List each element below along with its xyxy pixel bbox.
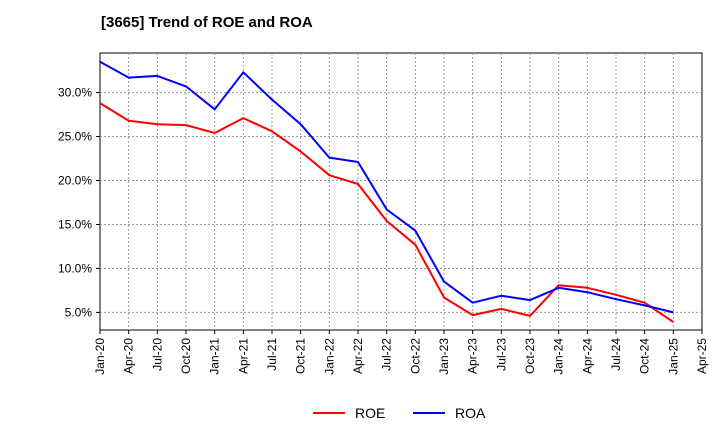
x-tick-label: Jan-25 — [666, 338, 680, 375]
series-line-roa — [99, 60, 674, 314]
plot-border — [99, 52, 703, 331]
x-tick-label: Apr-22 — [351, 338, 365, 374]
x-tick-label: Oct-22 — [408, 338, 422, 374]
x-tick-label: Apr-23 — [466, 338, 480, 374]
y-tick-label: 30.0% — [58, 86, 92, 100]
y-axis-ticks: 5.0% 10.0% 15.0% 20.0% 25.0% 30.0% — [58, 86, 100, 319]
y-tick-label: 10.0% — [58, 261, 92, 275]
series-lines — [99, 60, 674, 323]
x-tick-label: Jul-22 — [380, 338, 394, 371]
x-axis-ticks: Jan-20 Apr-20 Jul-20 Oct-20 Jan-21 Apr-21 Jul-… — [93, 330, 709, 375]
x-tick-label: Oct-24 — [638, 338, 652, 374]
x-tick-label: Oct-23 — [523, 338, 537, 374]
legend: ROE ROA — [313, 405, 486, 421]
x-tick-label: Jul-23 — [494, 338, 508, 371]
x-tick-label: Apr-24 — [580, 338, 594, 374]
y-tick-label: 15.0% — [58, 217, 92, 231]
x-tick-label: Jul-21 — [265, 338, 279, 371]
x-tick-label: Oct-20 — [179, 338, 193, 374]
grid-lines — [100, 53, 702, 330]
x-tick-label: Jul-20 — [150, 338, 164, 371]
x-tick-label: Apr-25 — [695, 338, 709, 374]
x-tick-label: Apr-21 — [236, 338, 250, 374]
y-tick-label: 25.0% — [58, 130, 92, 144]
x-tick-label: Jan-23 — [437, 338, 451, 375]
x-tick-label: Jan-20 — [93, 338, 107, 375]
y-tick-label: 20.0% — [58, 174, 92, 188]
chart-title: [3665] Trend of ROE and ROA — [101, 14, 313, 31]
series-line-roe — [99, 102, 674, 323]
x-tick-label: Jul-24 — [609, 338, 623, 371]
legend-label-roe: ROE — [355, 405, 385, 421]
legend-label-roa: ROA — [455, 405, 486, 421]
y-tick-label: 5.0% — [65, 305, 93, 319]
x-tick-label: Jan-24 — [552, 338, 566, 375]
x-tick-label: Oct-21 — [294, 338, 308, 374]
x-tick-label: Jan-21 — [208, 338, 222, 375]
x-tick-label: Apr-20 — [122, 338, 136, 374]
x-tick-label: Jan-22 — [322, 338, 336, 375]
